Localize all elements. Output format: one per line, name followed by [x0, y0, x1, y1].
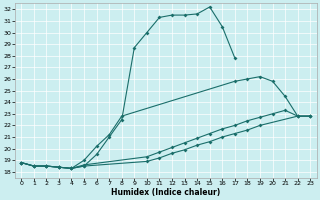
X-axis label: Humidex (Indice chaleur): Humidex (Indice chaleur)	[111, 188, 220, 197]
